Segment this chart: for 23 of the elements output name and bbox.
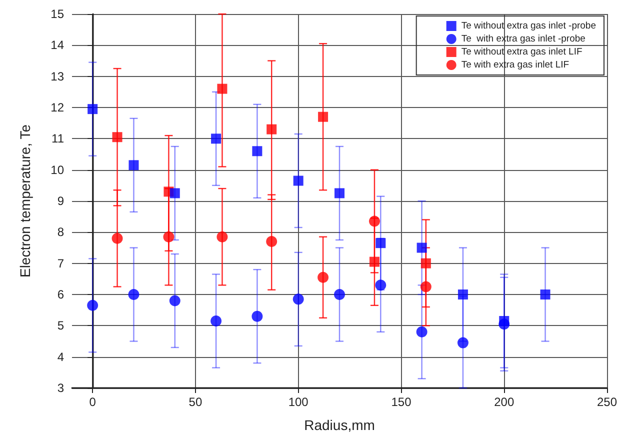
legend-label: Te without extra gas inlet -probe <box>461 20 596 32</box>
y-tick-label: 10 <box>50 162 64 177</box>
y-tick-label: 4 <box>57 350 64 364</box>
y-tick-label: 14 <box>50 38 64 52</box>
x-tick-label: 50 <box>188 395 202 409</box>
x-tick-label: 250 <box>596 395 618 409</box>
y-tick-label: 12 <box>50 100 64 114</box>
x-tick-label: 200 <box>494 395 514 409</box>
x-tick-label: 0 <box>89 395 96 409</box>
legend-label: Te without extra gas inlet LIF <box>461 46 582 58</box>
x-tick-label: 150 <box>391 395 412 409</box>
y-tick-label: 13 <box>50 69 64 84</box>
y-tick-label: 15 <box>50 7 64 21</box>
y-tick-label: 9 <box>57 194 64 208</box>
y-tick-label: 3 <box>57 381 64 395</box>
x-tick-label: 100 <box>288 395 309 409</box>
y-tick-label: 8 <box>57 225 64 240</box>
x-axis-title: Radius,mm <box>304 417 375 433</box>
y-tick-label: 7 <box>57 256 64 270</box>
y-tick-label: 5 <box>57 318 64 333</box>
y-axis-title: Electron temperature, Te <box>17 124 33 278</box>
y-tick-label: 11 <box>52 132 64 146</box>
y-tick-label: 6 <box>57 288 64 302</box>
